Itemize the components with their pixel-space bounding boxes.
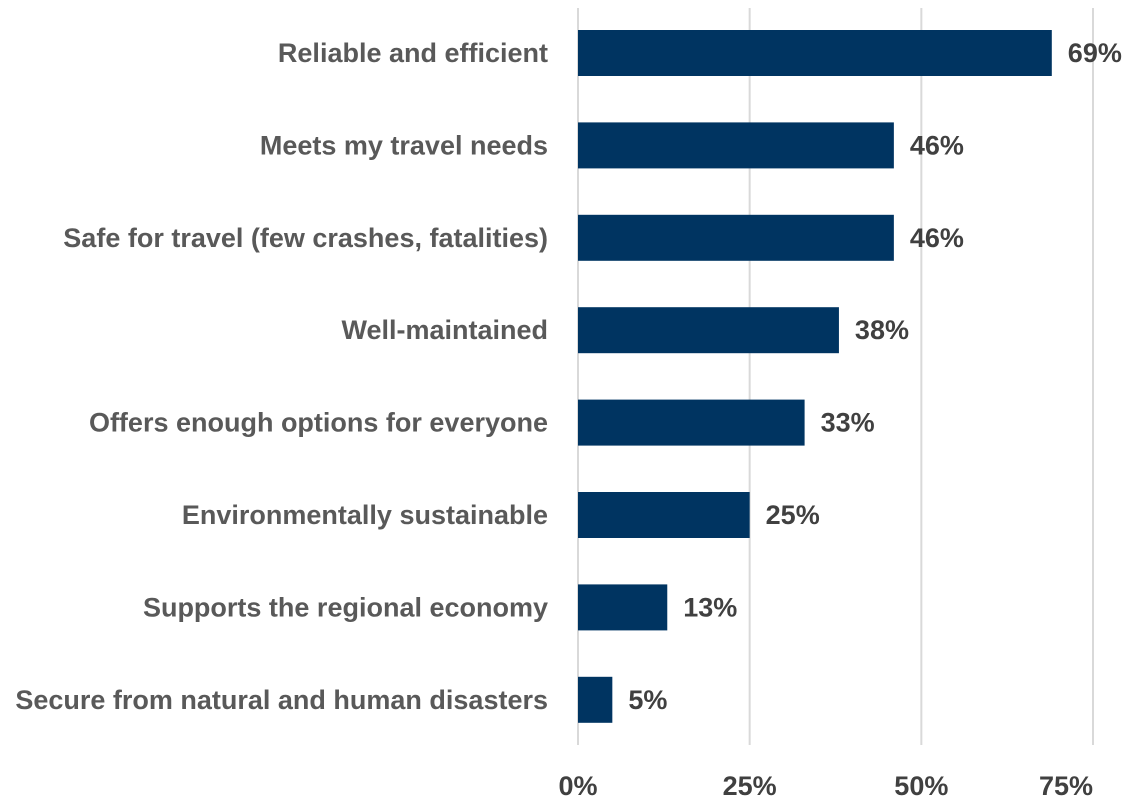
data-labels: 69% 46% 46% 38% 33% 25% 13% 5%	[628, 38, 1122, 715]
bar	[578, 399, 805, 446]
category-label: Offers enough options for everyone	[89, 408, 548, 438]
data-label: 46%	[910, 223, 964, 253]
data-label: 13%	[683, 592, 737, 622]
bar	[578, 122, 894, 169]
x-tick-label: 50%	[894, 771, 948, 798]
bar	[578, 492, 750, 538]
data-label: 33%	[821, 408, 875, 438]
bar	[578, 676, 613, 723]
category-label: Supports the regional economy	[143, 592, 548, 622]
data-label: 69%	[1068, 38, 1122, 68]
x-axis-tick-labels: 0% 25% 50% 75%	[558, 771, 1093, 798]
category-label: Meets my travel needs	[260, 130, 548, 160]
x-tick-label: 75%	[1039, 771, 1093, 798]
category-label: Safe for travel (few crashes, fatalities…	[63, 223, 548, 253]
data-label: 46%	[910, 130, 964, 160]
category-label: Secure from natural and human disasters	[15, 685, 548, 715]
x-tick-label: 0%	[558, 771, 597, 798]
category-label: Reliable and efficient	[278, 38, 548, 68]
bar	[578, 584, 668, 631]
data-label: 5%	[628, 685, 667, 715]
category-label: Environmentally sustainable	[182, 500, 548, 530]
bars	[578, 30, 1052, 723]
bar	[578, 30, 1052, 76]
x-tick-label: 25%	[723, 771, 777, 798]
bar	[578, 307, 839, 354]
data-label: 38%	[855, 315, 909, 345]
category-label: Well-maintained	[341, 315, 548, 345]
bar	[578, 214, 894, 261]
gridlines	[577, 8, 1094, 745]
category-labels: Reliable and efficient Meets my travel ne…	[15, 38, 548, 715]
data-label: 25%	[766, 500, 820, 530]
